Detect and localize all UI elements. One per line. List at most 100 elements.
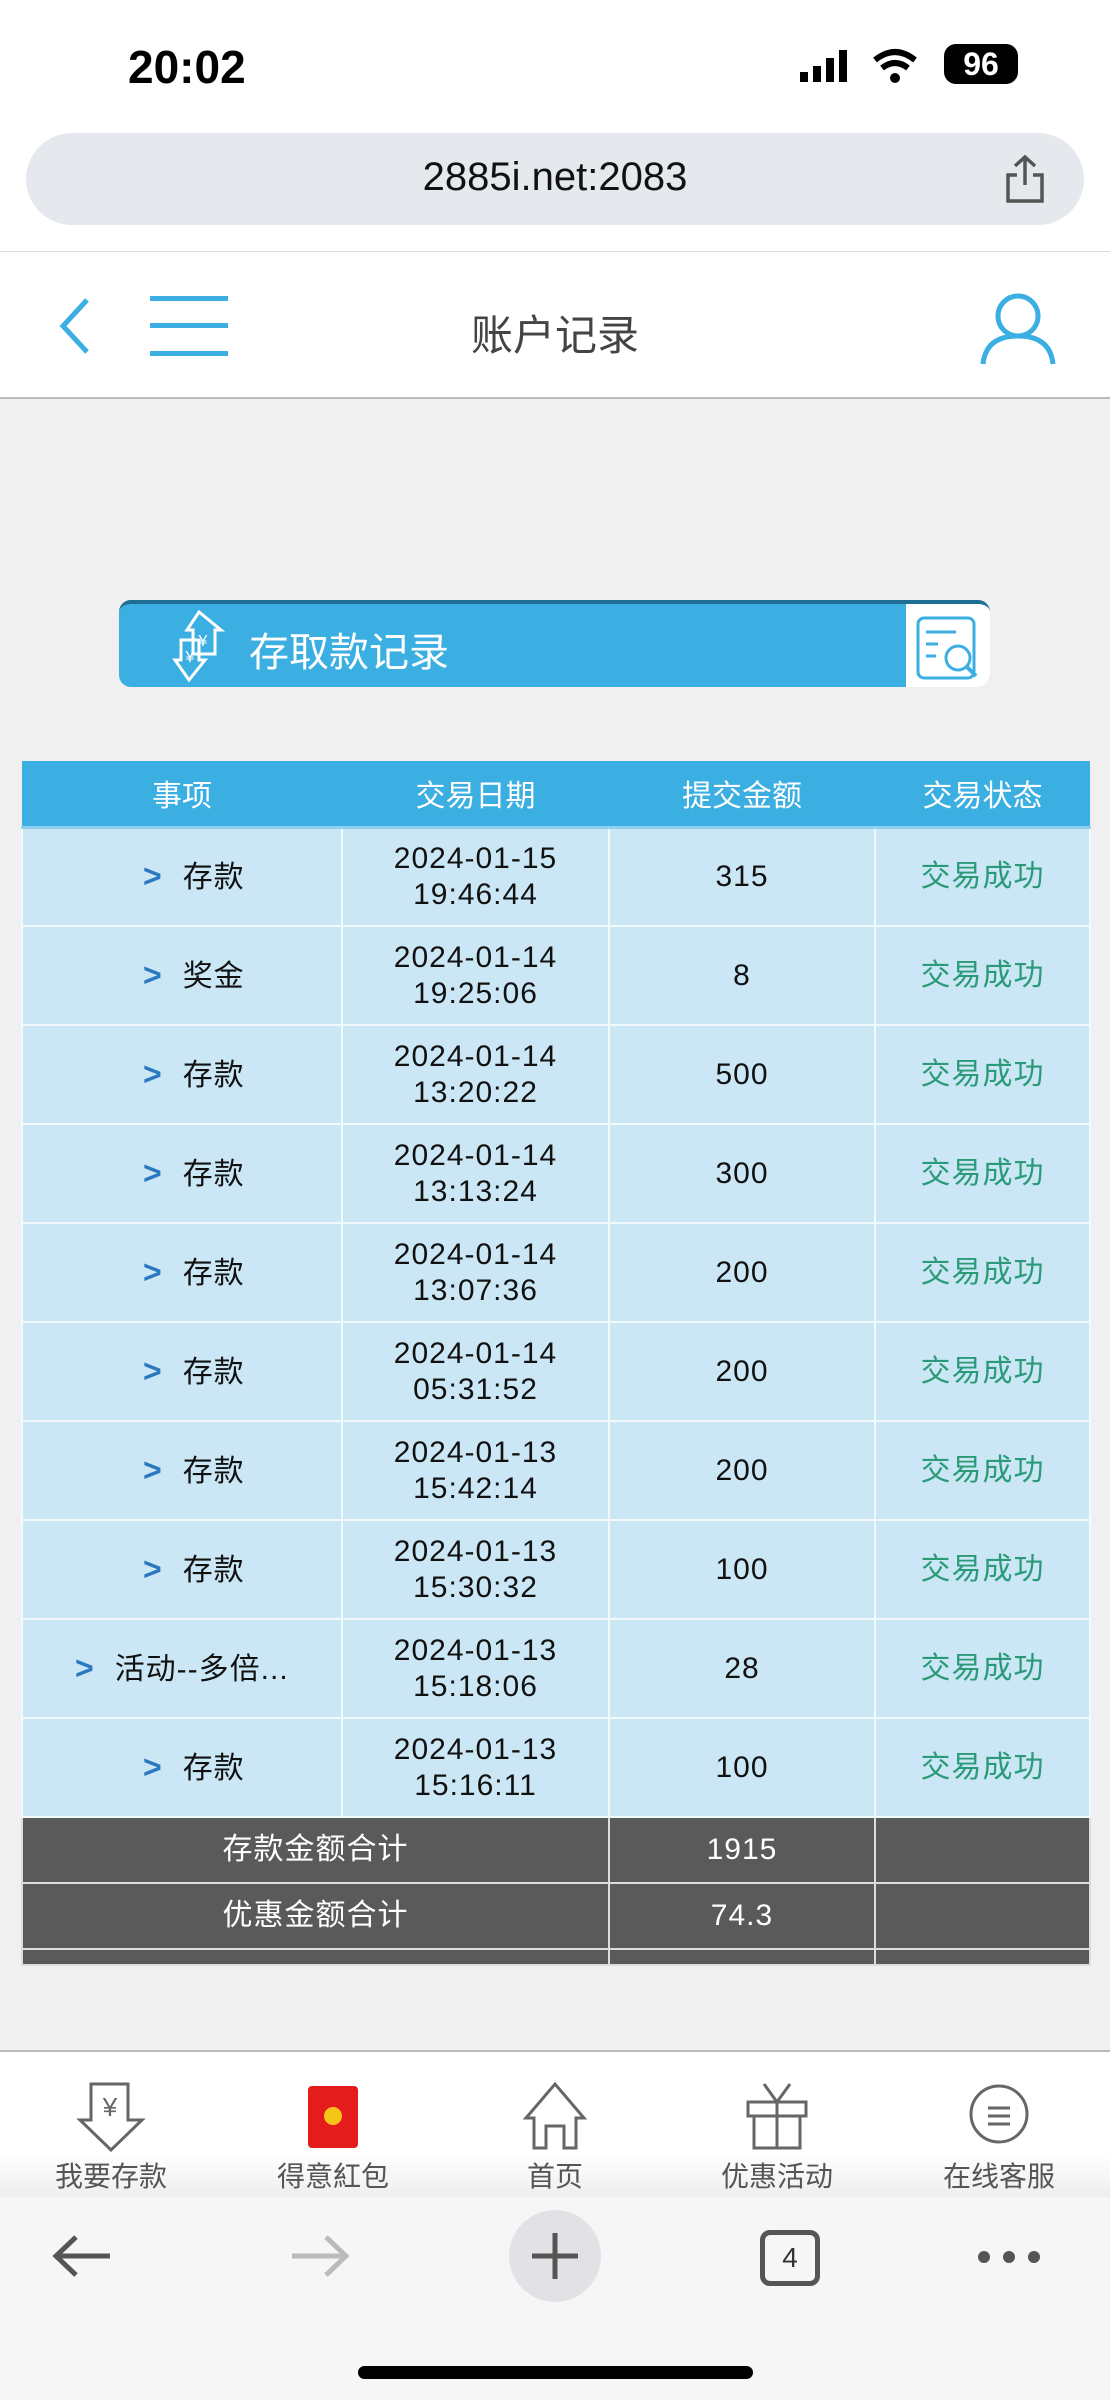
table-row[interactable]: > 存款 2024-01-14 05:31:52 200 交易成功 — [21, 1321, 1091, 1422]
status-cell: 交易成功 — [874, 826, 1091, 927]
more-icon[interactable] — [976, 2247, 1042, 2267]
time: 19:25:06 — [413, 976, 538, 1010]
item-cell[interactable]: > 存款 — [21, 1420, 343, 1521]
date-cell: 2024-01-14 19:25:06 — [341, 925, 610, 1026]
amount-cell: 100 — [608, 1717, 876, 1818]
date: 2024-01-13 — [393, 1633, 558, 1667]
item-label: 活动--多倍... — [114, 1652, 289, 1686]
date-cell: 2024-01-14 13:20:22 — [341, 1024, 610, 1125]
deposit-arrow-icon: ¥ — [76, 2082, 146, 2152]
page-header: 账户记录 — [0, 251, 1110, 399]
date-cell: 2024-01-13 15:16:11 — [341, 1717, 610, 1818]
item-cell[interactable]: > 存款 — [21, 1321, 343, 1422]
date: 2024-01-15 — [393, 841, 558, 875]
tab-promotions[interactable]: 优惠活动 — [666, 2052, 888, 2197]
banner-title: 存取款记录 — [249, 631, 449, 675]
table-row[interactable]: > 存款 2024-01-13 15:30:32 100 交易成功 — [21, 1519, 1091, 1620]
cell — [21, 1948, 610, 1966]
time: 15:16:11 — [414, 1768, 537, 1802]
search-document-icon — [916, 616, 978, 680]
table-row[interactable]: > 存款 2024-01-15 19:46:44 315 交易成功 — [21, 826, 1091, 927]
search-records-button[interactable] — [906, 604, 990, 687]
site-tab-bar: ¥ 我要存款 得意紅包 首页 优惠活动 在线客服 — [0, 2052, 1110, 2197]
date: 2024-01-13 — [393, 1534, 558, 1568]
amount-cell: 315 — [608, 826, 876, 927]
chevron-right-icon: > — [143, 857, 163, 894]
battery-indicator: 96 — [944, 44, 1018, 84]
date: 2024-01-14 — [393, 940, 558, 974]
item-label: 存款 — [182, 1256, 245, 1290]
chat-icon — [969, 2084, 1029, 2144]
tab-customer-service[interactable]: 在线客服 — [888, 2052, 1110, 2197]
status-cell: 交易成功 — [874, 1024, 1091, 1125]
item-label: 存款 — [182, 1553, 245, 1587]
new-tab-plus-icon[interactable] — [508, 2209, 602, 2303]
back-chevron-icon[interactable] — [55, 294, 95, 358]
table-row[interactable]: > 存款 2024-01-14 13:20:22 500 交易成功 — [21, 1024, 1091, 1125]
item-label: 存款 — [182, 1454, 245, 1488]
tab-label: 在线客服 — [942, 2161, 1055, 2192]
chevron-right-icon: > — [143, 1154, 163, 1191]
cell — [874, 1948, 1091, 1966]
menu-icon[interactable] — [150, 294, 228, 358]
table-row[interactable]: > 活动--多倍... 2024-01-13 15:18:06 28 交易成功 — [21, 1618, 1091, 1719]
status-cell: 交易成功 — [874, 1123, 1091, 1224]
back-arrow-icon[interactable] — [50, 2233, 116, 2279]
item-cell[interactable]: > 奖金 — [21, 925, 343, 1026]
status-cell: 交易成功 — [874, 1420, 1091, 1521]
item-label: 存款 — [182, 1751, 245, 1785]
tab-deposit[interactable]: ¥ 我要存款 — [0, 2052, 222, 2197]
forward-arrow-icon[interactable] — [286, 2233, 352, 2279]
item-cell[interactable]: > 活动--多倍... — [21, 1618, 343, 1719]
status-bar: 20:02 96 — [0, 0, 1110, 130]
tab-switcher-button[interactable]: 4 — [760, 2230, 820, 2286]
table-header-row: 事项 交易日期 提交金额 交易状态 — [22, 761, 1090, 829]
status-cell: 交易成功 — [874, 1717, 1091, 1818]
item-cell[interactable]: > 存款 — [21, 826, 343, 927]
date: 2024-01-13 — [393, 1435, 558, 1469]
chevron-right-icon: > — [143, 1550, 163, 1587]
deposit-withdraw-records-banner: ¥ ¥ 存取款记录 — [119, 600, 990, 687]
table-row[interactable]: > 存款 2024-01-14 13:13:24 300 交易成功 — [21, 1123, 1091, 1224]
item-label: 存款 — [182, 1355, 245, 1389]
table-row[interactable]: > 存款 2024-01-13 15:42:14 200 交易成功 — [21, 1420, 1091, 1521]
clock: 20:02 — [128, 41, 246, 93]
tab-label: 优惠活动 — [720, 2161, 833, 2192]
home-icon — [522, 2081, 588, 2150]
table-row[interactable]: > 存款 2024-01-13 15:16:11 100 交易成功 — [21, 1717, 1091, 1818]
chevron-right-icon: > — [143, 1748, 163, 1785]
item-cell[interactable]: > 存款 — [21, 1024, 343, 1125]
gift-icon — [746, 2083, 808, 2150]
amount-cell: 200 — [608, 1420, 876, 1521]
signal-wifi-icon — [800, 49, 917, 83]
amount-cell: 500 — [608, 1024, 876, 1125]
item-label: 存款 — [182, 1058, 245, 1092]
table-row[interactable]: > 存款 2024-01-14 13:07:36 200 交易成功 — [21, 1222, 1091, 1323]
tab-red-envelope[interactable]: 得意紅包 — [222, 2052, 444, 2197]
time: 19:46:44 — [413, 877, 538, 911]
date: 2024-01-13 — [393, 1732, 558, 1766]
summary-value: 74.3 — [608, 1882, 876, 1950]
date-cell: 2024-01-13 15:42:14 — [341, 1420, 610, 1521]
item-cell[interactable]: > 存款 — [21, 1717, 343, 1818]
date-cell: 2024-01-14 13:13:24 — [341, 1123, 610, 1224]
item-cell[interactable]: > 存款 — [21, 1222, 343, 1323]
date-cell: 2024-01-15 19:46:44 — [341, 826, 610, 927]
time: 13:20:22 — [413, 1075, 538, 1109]
item-cell[interactable]: > 存款 — [21, 1519, 343, 1620]
chevron-right-icon: > — [143, 1055, 163, 1092]
address-bar[interactable]: 2885i.net:2083 — [26, 133, 1084, 225]
summary-row: 优惠金额合计 74.3 — [21, 1882, 1091, 1950]
share-icon[interactable] — [1000, 153, 1050, 205]
column-header-item: 事项 — [22, 761, 342, 829]
item-cell[interactable]: > 存款 — [21, 1123, 343, 1224]
column-header-amount: 提交金额 — [609, 761, 875, 829]
status-cell: 交易成功 — [874, 1618, 1091, 1719]
status-cell: 交易成功 — [874, 1222, 1091, 1323]
tab-home[interactable]: 首页 — [444, 2052, 666, 2197]
summary-label: 存款金额合计 — [21, 1816, 610, 1884]
user-icon[interactable] — [978, 290, 1058, 366]
date-cell: 2024-01-13 15:18:06 — [341, 1618, 610, 1719]
table-row[interactable]: > 奖金 2024-01-14 19:25:06 8 交易成功 — [21, 925, 1091, 1026]
summary-label: 优惠金额合计 — [21, 1882, 610, 1950]
